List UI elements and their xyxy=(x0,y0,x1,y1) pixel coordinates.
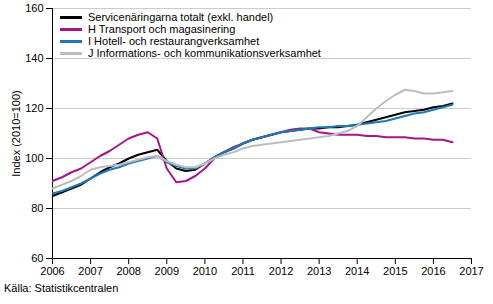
html-text:I Hotell- och restaurangverksa: I Hotell- och restaurangverksamhet xyxy=(88,35,260,47)
svg-text:80: 80 xyxy=(31,202,43,214)
svg-text:2017: 2017 xyxy=(459,265,483,277)
svg-text:100: 100 xyxy=(25,152,43,164)
html-text:H Transport och magasinering: H Transport och magasinering xyxy=(88,23,236,35)
svg-text:2015: 2015 xyxy=(383,265,407,277)
svg-text:120: 120 xyxy=(25,102,43,114)
svg-text:140: 140 xyxy=(25,52,43,64)
svg-text:2008: 2008 xyxy=(116,265,140,277)
svg-text:60: 60 xyxy=(31,252,43,264)
svg-text:Index (2010=100): Index (2010=100) xyxy=(10,90,22,177)
html-text:Källa: Statistikcentralen: Källa: Statistikcentralen xyxy=(4,282,119,294)
svg-text:2009: 2009 xyxy=(155,265,179,277)
svg-text:2007: 2007 xyxy=(78,265,102,277)
html-text:J Informations- och kommunikat: J Informations- och kommunikationsverksa… xyxy=(88,47,321,59)
svg-text:160: 160 xyxy=(25,2,43,14)
svg-text:2013: 2013 xyxy=(307,265,331,277)
svg-text:2006: 2006 xyxy=(40,265,64,277)
svg-text:2011: 2011 xyxy=(231,265,255,277)
svg-text:2010: 2010 xyxy=(193,265,217,277)
svg-text:2016: 2016 xyxy=(421,265,445,277)
svg-text:2014: 2014 xyxy=(345,265,369,277)
svg-text:2012: 2012 xyxy=(269,265,293,277)
html-text:Servicenäringarna totalt (exkl: Servicenäringarna totalt (exkl. handel) xyxy=(88,11,274,23)
